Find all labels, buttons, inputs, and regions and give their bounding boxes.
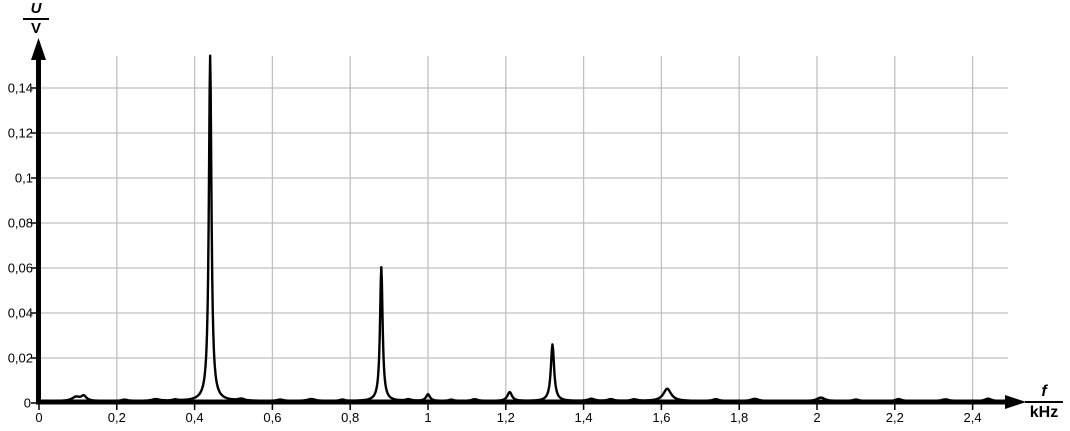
x-tick-label: 2,4 — [964, 410, 982, 425]
x-tick-label: 2,2 — [886, 410, 904, 425]
y-tick-label: 0,04 — [8, 306, 33, 321]
x-axis-label-numerator: f — [1041, 383, 1047, 400]
y-axis-label: U V — [23, 1, 49, 37]
x-tick-label: 1,4 — [575, 410, 593, 425]
x-tick-label: 2 — [813, 410, 820, 425]
fraction-bar — [1025, 401, 1063, 403]
tick-labels: 0 0,2 0,4 0,6 0,8 1 1,2 1,4 1,6 1,8 2 2,2 2,4 0,02 0,0… — [8, 81, 982, 426]
x-tick-label: 0,8 — [341, 410, 359, 425]
y-tick-label: 0,1 — [15, 171, 33, 186]
y-axis-label-numerator: U — [30, 0, 42, 17]
x-tick-label: 0 — [35, 410, 42, 425]
y-tick-label: 0,14 — [8, 81, 33, 96]
y-tick-label: 0,08 — [8, 216, 33, 231]
x-tick-label: 0,4 — [186, 410, 204, 425]
y-axis-label-denominator: V — [30, 20, 41, 37]
x-tick-label: 1,6 — [652, 410, 670, 425]
x-tick-label: 1 — [424, 410, 431, 425]
x-axis-label-denominator: kHz — [1029, 404, 1059, 421]
gridlines — [40, 56, 1008, 400]
x-tick-label: 1,2 — [497, 410, 515, 425]
tick-marks — [31, 87, 974, 410]
y-zero-label: 0 — [24, 396, 31, 411]
y-tick-label: 0,06 — [8, 261, 33, 276]
fraction-bar — [23, 18, 49, 20]
axes — [31, 38, 1026, 409]
y-tick-label: 0,12 — [8, 126, 33, 141]
x-tick-label: 0,6 — [263, 410, 281, 425]
x-tick-label: 1,8 — [730, 410, 748, 425]
spectrum-curve — [37, 54, 1013, 403]
y-tick-label: 0,02 — [8, 351, 33, 366]
x-axis-label: f kHz — [1025, 383, 1063, 421]
x-tick-label: 0,2 — [108, 410, 126, 425]
